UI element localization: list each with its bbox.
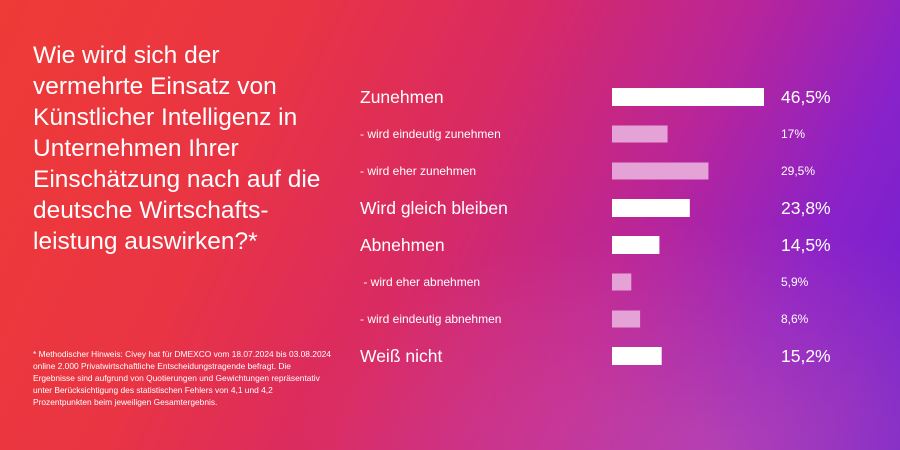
- bar: [612, 273, 632, 291]
- category-label: Weiß nicht: [360, 346, 442, 366]
- data-label: 8,6%: [781, 312, 809, 326]
- bar-row: Weiß nicht 15,2%: [360, 346, 831, 366]
- category-label: Wird gleich bleiben: [360, 198, 508, 218]
- bar: [612, 88, 764, 106]
- survey-question: Wie wird sich der vermehrte Einsatz von …: [33, 42, 321, 255]
- methodology-footnote: * Methodischer Hinweis: Civey hat für DM…: [33, 349, 331, 407]
- bar: [612, 347, 662, 365]
- bar: [612, 236, 660, 254]
- data-label: 46,5%: [781, 87, 831, 107]
- category-label: Abnehmen: [360, 235, 445, 255]
- category-label: - wird eher zunehmen: [360, 164, 476, 178]
- category-label: - wird eher abnehmen: [360, 275, 480, 289]
- bar-row: - wird eher zunehmen 29,5%: [360, 162, 815, 180]
- category-label: Zunehmen: [360, 87, 444, 107]
- bar: [612, 199, 690, 217]
- data-label: 5,9%: [781, 275, 809, 289]
- category-label: - wird eindeutig abnehmen: [360, 312, 501, 326]
- bar-row: - wird eindeutig abnehmen 8,6%: [360, 310, 809, 328]
- bar: [612, 310, 641, 328]
- data-label: 17%: [781, 127, 805, 141]
- data-label: 14,5%: [781, 235, 831, 255]
- bar-row: Zunehmen 46,5%: [360, 87, 831, 107]
- data-label: 15,2%: [781, 346, 831, 366]
- category-label: - wird eindeutig zunehmen: [360, 127, 501, 141]
- bar: [612, 162, 709, 180]
- bar-row: - wird eher abnehmen 5,9%: [360, 273, 809, 291]
- bar-row: Wird gleich bleiben 23,8%: [360, 198, 831, 218]
- data-label: 23,8%: [781, 198, 831, 218]
- bar-row: - wird eindeutig zunehmen 17%: [360, 125, 805, 143]
- bar: [612, 125, 668, 143]
- bar-row: Abnehmen 14,5%: [360, 235, 831, 255]
- data-label: 29,5%: [781, 164, 815, 178]
